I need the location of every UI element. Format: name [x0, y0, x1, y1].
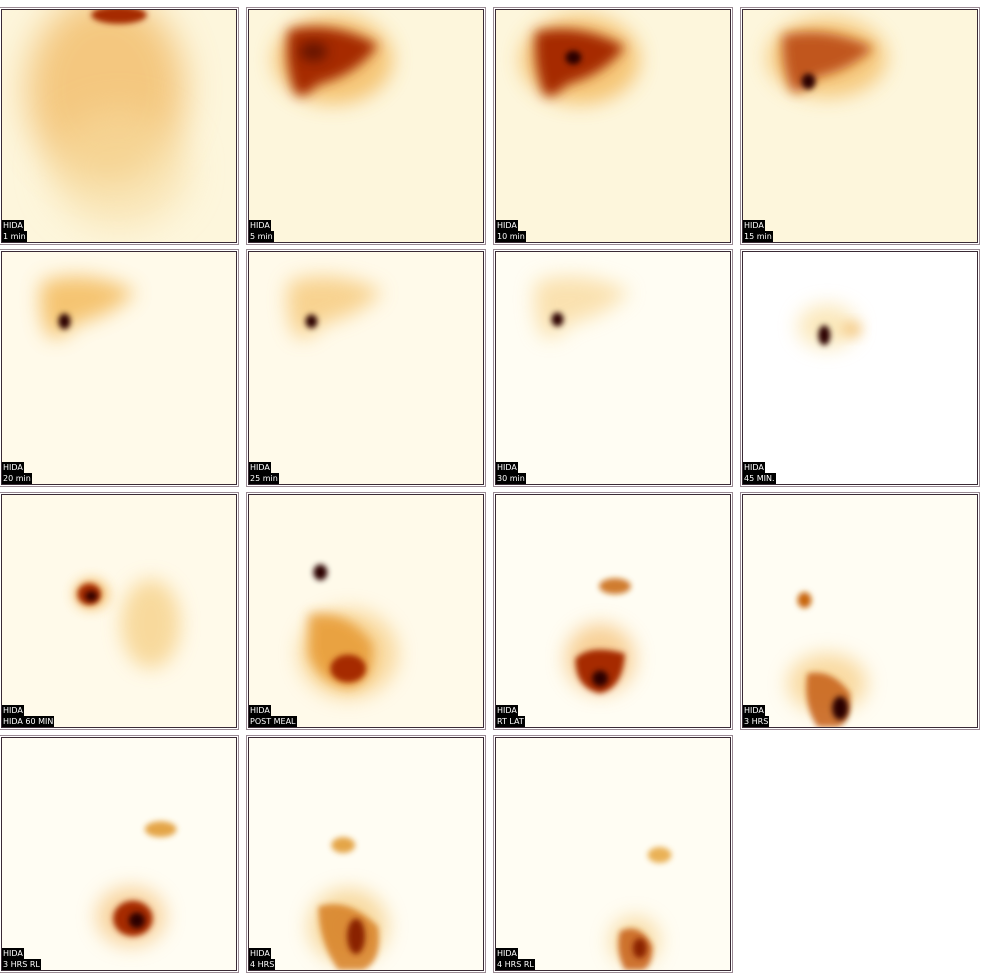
scan-frame-15min[interactable]: HIDA 15 min — [740, 7, 980, 245]
scan-frame-30min[interactable]: HIDA 30 min — [493, 249, 733, 487]
time-label: 30 min — [496, 473, 526, 484]
scan-image — [496, 738, 730, 970]
study-label: HIDA — [2, 220, 24, 231]
scan-frame-25min[interactable]: HIDA 25 min — [246, 249, 486, 487]
study-label: HIDA — [743, 220, 765, 231]
scan-image — [743, 495, 977, 727]
frame-label: HIDA 1 min — [2, 220, 27, 242]
scan-frame-45min[interactable]: HIDA 45 MIN. — [740, 249, 980, 487]
scan-image — [249, 10, 483, 242]
scan-frame-rt-lat[interactable]: HIDA RT LAT — [493, 492, 733, 730]
study-label: HIDA — [249, 220, 271, 231]
time-label: 1 min — [2, 231, 27, 242]
time-label: 3 HRS — [743, 716, 770, 727]
time-label: 4 HRS — [249, 959, 276, 970]
time-label: 10 min — [496, 231, 526, 242]
study-label: HIDA — [2, 462, 24, 473]
time-label: 45 MIN. — [743, 473, 776, 484]
scan-image — [249, 495, 483, 727]
scan-frame-4hrs-rl[interactable]: HIDA 4 HRS RL — [493, 735, 733, 973]
scan-frame-1min[interactable]: HIDA 1 min — [0, 7, 239, 245]
scan-image — [2, 495, 236, 727]
frame-label: HIDA 10 min — [496, 220, 526, 242]
scan-image — [2, 252, 236, 484]
frame-label: HIDA 20 min — [2, 462, 32, 484]
study-label: HIDA — [249, 948, 271, 959]
study-label: HIDA — [743, 462, 765, 473]
scan-image — [743, 252, 977, 484]
frame-label: HIDA RT LAT — [496, 705, 525, 727]
time-label: 4 HRS RL — [496, 959, 535, 970]
scan-frame-post-meal[interactable]: HIDA POST MEAL — [246, 492, 486, 730]
scan-image — [496, 495, 730, 727]
scan-image — [496, 10, 730, 242]
study-label: HIDA — [2, 948, 24, 959]
time-label: 3 HRS RL — [2, 959, 41, 970]
time-label: RT LAT — [496, 716, 525, 727]
time-label: POST MEAL — [249, 716, 297, 727]
scan-image — [249, 252, 483, 484]
frame-label: HIDA 5 min — [249, 220, 274, 242]
frame-label: HIDA 25 min — [249, 462, 279, 484]
study-label: HIDA — [743, 705, 765, 716]
time-label: 20 min — [2, 473, 32, 484]
study-label: HIDA — [496, 220, 518, 231]
frame-label: HIDA 3 HRS RL — [2, 948, 41, 970]
scan-frame-10min[interactable]: HIDA 10 min — [493, 7, 733, 245]
study-label: HIDA — [496, 462, 518, 473]
scan-frame-60min[interactable]: HIDA HIDA 60 MIN — [0, 492, 239, 730]
study-label: HIDA — [249, 705, 271, 716]
study-label: HIDA — [496, 705, 518, 716]
time-label: 25 min — [249, 473, 279, 484]
study-label: HIDA — [496, 948, 518, 959]
study-label: HIDA — [249, 462, 271, 473]
scan-image — [496, 252, 730, 484]
scan-frame-4hrs[interactable]: HIDA 4 HRS — [246, 735, 486, 973]
scan-frame-20min[interactable]: HIDA 20 min — [0, 249, 239, 487]
scan-image — [249, 738, 483, 970]
frame-label: HIDA 4 HRS — [249, 948, 276, 970]
frame-label: HIDA 15 min — [743, 220, 773, 242]
scan-frame-5min[interactable]: HIDA 5 min — [246, 7, 486, 245]
time-label: HIDA 60 MIN — [2, 716, 55, 727]
time-label: 5 min — [249, 231, 274, 242]
frame-label: HIDA 4 HRS RL — [496, 948, 535, 970]
scan-image — [2, 10, 236, 242]
study-label: HIDA — [2, 705, 24, 716]
frame-label: HIDA 30 min — [496, 462, 526, 484]
time-label: 15 min — [743, 231, 773, 242]
scan-frame-3hrs-rl[interactable]: HIDA 3 HRS RL — [0, 735, 239, 973]
frame-label: HIDA POST MEAL — [249, 705, 297, 727]
scan-image — [743, 10, 977, 242]
frame-label: HIDA 3 HRS — [743, 705, 770, 727]
frame-label: HIDA HIDA 60 MIN — [2, 705, 55, 727]
scan-frame-3hrs[interactable]: HIDA 3 HRS — [740, 492, 980, 730]
frame-label: HIDA 45 MIN. — [743, 462, 776, 484]
scan-image — [2, 738, 236, 970]
